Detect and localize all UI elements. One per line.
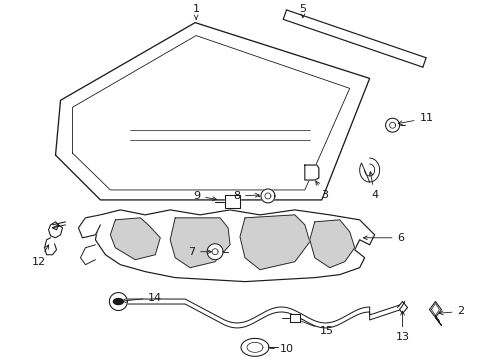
Polygon shape [78,215,100,238]
Text: 1: 1 [192,4,199,19]
Polygon shape [240,215,309,270]
Text: 14: 14 [122,293,162,303]
Text: 7: 7 [187,247,211,257]
Polygon shape [304,165,318,180]
Text: 9: 9 [193,191,216,201]
Polygon shape [289,315,299,323]
Polygon shape [207,244,223,260]
Text: 12: 12 [31,245,48,267]
Text: 4: 4 [368,172,377,200]
Polygon shape [109,293,127,310]
Polygon shape [261,189,274,203]
Text: 6: 6 [363,233,404,243]
Text: 5: 5 [299,4,305,18]
Text: 3: 3 [315,181,327,200]
Polygon shape [385,118,399,132]
Polygon shape [110,218,160,260]
Text: 10: 10 [258,345,293,354]
Text: 15: 15 [298,320,333,336]
Polygon shape [309,220,354,268]
Polygon shape [170,218,229,268]
Text: 13: 13 [395,311,409,342]
Text: 2: 2 [438,306,464,316]
Polygon shape [224,195,240,208]
Text: 8: 8 [232,191,259,201]
Polygon shape [241,338,268,356]
Polygon shape [113,298,123,305]
Text: 11: 11 [397,113,433,125]
